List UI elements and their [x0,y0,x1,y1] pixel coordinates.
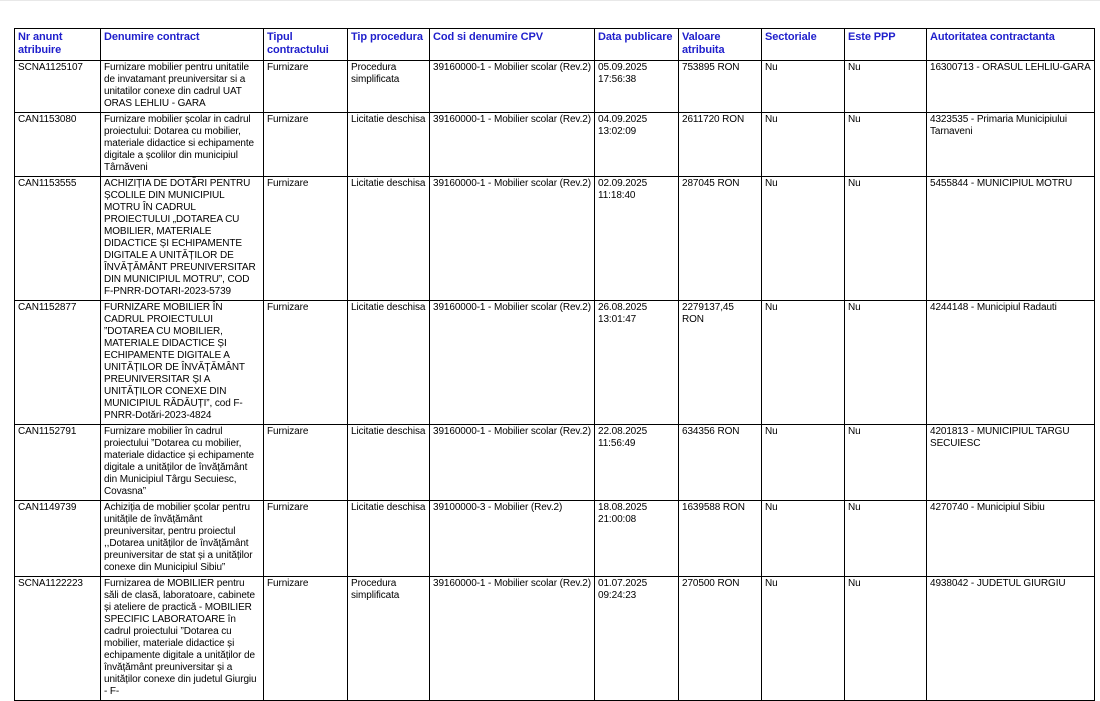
cell-cpv: 39100000-3 - Mobilier (Rev.2) [429,500,595,577]
cell-valoare: 1639588 RON [678,500,762,577]
cell-nr_anunt: CAN1149739 [14,500,101,577]
cell-data_publicare: 05.09.2025 17:56:38 [594,60,679,113]
cell-valoare: 2611720 RON [678,112,762,177]
cell-denumire: FURNIZARE MOBILIER ÎN CADRUL PROIECTULUI… [100,300,264,425]
cell-data_publicare: 18.08.2025 21:00:08 [594,500,679,577]
cell-autoritate: 4201813 - MUNICIPIUL TARGU SECUIESC [926,424,1095,501]
cell-data_publicare: 01.07.2025 09:24:23 [594,576,679,701]
cell-tip_contract: Furnizare [263,300,348,425]
column-header-cpv: Cod si denumire CPV [429,28,595,61]
table-row: CAN1152877 FURNIZARE MOBILIER ÎN CADRUL P… [14,300,1095,425]
cell-tip_contract: Furnizare [263,176,348,301]
cell-sectoriale: Nu [761,60,845,113]
cell-sectoriale: Nu [761,500,845,577]
cell-autoritate: 4323535 - Primaria Municipiului Tarnaven… [926,112,1095,177]
cell-este_ppp: Nu [844,500,927,577]
cell-autoritate: 4938042 - JUDETUL GIURGIU [926,576,1095,701]
cell-tip_procedura: Licitatie deschisa [347,424,430,501]
column-header-tip_procedura: Tip procedura [347,28,430,61]
cell-tip_procedura: Licitatie deschisa [347,300,430,425]
cell-sectoriale: Nu [761,112,845,177]
cell-denumire: Furnizare mobilier în cadrul proiectului… [100,424,264,501]
cell-autoritate: 4270740 - Municipiul Sibiu [926,500,1095,577]
cell-tip_contract: Furnizare [263,424,348,501]
table-header: Nr anunt atribuire Denumire contract Tipul… [14,28,1095,61]
cell-este_ppp: Nu [844,112,927,177]
table-row: SCNA1122223 Furnizarea de MOBILIER pentru… [14,576,1095,701]
cell-tip_contract: Furnizare [263,60,348,113]
cell-denumire: ACHIZIȚIA DE DOTĂRI PENTRU ȘCOLILE DIN M… [100,176,264,301]
cell-denumire: Furnizarea de MOBILIER pentru săli de cl… [100,576,264,701]
cell-tip_procedura: Licitatie deschisa [347,112,430,177]
cell-sectoriale: Nu [761,424,845,501]
cell-tip_procedura: Licitatie deschisa [347,500,430,577]
cell-nr_anunt: SCNA1125107 [14,60,101,113]
column-header-sectoriale: Sectoriale [761,28,845,61]
cell-cpv: 39160000-1 - Mobilier scolar (Rev.2) [429,576,595,701]
cell-tip_contract: Furnizare [263,112,348,177]
cell-nr_anunt: CAN1153555 [14,176,101,301]
column-header-denumire: Denumire contract [100,28,264,61]
viewport-top-edge [0,0,1100,1]
cell-sectoriale: Nu [761,576,845,701]
cell-valoare: 634356 RON [678,424,762,501]
cell-este_ppp: Nu [844,60,927,113]
cell-tip_contract: Furnizare [263,576,348,701]
column-header-data_publicare: Data publicare [594,28,679,61]
cell-cpv: 39160000-1 - Mobilier scolar (Rev.2) [429,424,595,501]
cell-tip_contract: Furnizare [263,500,348,577]
contracts-report: Nr anunt atribuire Denumire contract Tipul… [14,28,1095,701]
cell-este_ppp: Nu [844,300,927,425]
column-header-valoare: Valoare atribuita [678,28,762,61]
cell-nr_anunt: CAN1152791 [14,424,101,501]
cell-denumire: Achiziția de mobilier școlar pentru unit… [100,500,264,577]
table-row: CAN1152791 Furnizare mobilier în cadrul p… [14,424,1095,501]
column-header-autoritate: Autoritatea contractanta [926,28,1095,61]
cell-sectoriale: Nu [761,300,845,425]
cell-nr_anunt: CAN1152877 [14,300,101,425]
cell-data_publicare: 26.08.2025 13:01:47 [594,300,679,425]
cell-este_ppp: Nu [844,176,927,301]
cell-autoritate: 5455844 - MUNICIPIUL MOTRU [926,176,1095,301]
column-header-tip_contract: Tipul contractului [263,28,348,61]
cell-autoritate: 16300713 - ORASUL LEHLIU-GARA [926,60,1095,113]
column-header-este_ppp: Este PPP [844,28,927,61]
cell-data_publicare: 22.08.2025 11:56:49 [594,424,679,501]
cell-valoare: 287045 RON [678,176,762,301]
cell-tip_procedura: Procedura simplificata [347,576,430,701]
cell-tip_procedura: Licitatie deschisa [347,176,430,301]
cell-sectoriale: Nu [761,176,845,301]
contracts-table: Nr anunt atribuire Denumire contract Tipul… [14,28,1095,701]
cell-este_ppp: Nu [844,576,927,701]
cell-cpv: 39160000-1 - Mobilier scolar (Rev.2) [429,112,595,177]
cell-cpv: 39160000-1 - Mobilier scolar (Rev.2) [429,176,595,301]
cell-data_publicare: 04.09.2025 13:02:09 [594,112,679,177]
cell-denumire: Furnizare mobilier pentru unitatile de i… [100,60,264,113]
table-row: CAN1153555 ACHIZIȚIA DE DOTĂRI PENTRU ȘCO… [14,176,1095,301]
table-body: SCNA1125107 Furnizare mobilier pentru uni… [14,60,1095,701]
table-row: SCNA1125107 Furnizare mobilier pentru uni… [14,60,1095,113]
table-row: CAN1153080 Furnizare mobilier școlar in c… [14,112,1095,177]
cell-tip_procedura: Procedura simplificata [347,60,430,113]
table-row: CAN1149739 Achiziția de mobilier școlar p… [14,500,1095,577]
cell-cpv: 39160000-1 - Mobilier scolar (Rev.2) [429,60,595,113]
cell-valoare: 2279137,45 RON [678,300,762,425]
cell-denumire: Furnizare mobilier școlar in cadrul proi… [100,112,264,177]
column-header-nr_anunt: Nr anunt atribuire [14,28,101,61]
header-row: Nr anunt atribuire Denumire contract Tipul… [14,28,1095,61]
cell-data_publicare: 02.09.2025 11:18:40 [594,176,679,301]
cell-este_ppp: Nu [844,424,927,501]
cell-nr_anunt: SCNA1122223 [14,576,101,701]
cell-valoare: 753895 RON [678,60,762,113]
cell-valoare: 270500 RON [678,576,762,701]
cell-cpv: 39160000-1 - Mobilier scolar (Rev.2) [429,300,595,425]
cell-autoritate: 4244148 - Municipiul Radauti [926,300,1095,425]
cell-nr_anunt: CAN1153080 [14,112,101,177]
